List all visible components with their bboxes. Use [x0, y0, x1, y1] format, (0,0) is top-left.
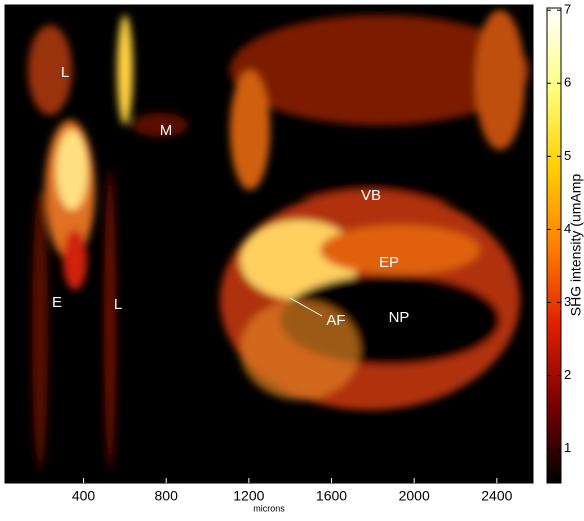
- annotation: AF: [326, 312, 345, 329]
- colorbar-tick-label: 5: [564, 148, 571, 163]
- annotation: EP: [379, 254, 399, 271]
- chart: microns SHG intensity (umAmp 40080012001…: [0, 0, 584, 516]
- x-tick-label: 1200: [233, 488, 264, 504]
- colorbar-tick-label: 6: [564, 75, 571, 90]
- x-tick-label: 2000: [399, 488, 430, 504]
- x-tick-label: 400: [72, 488, 96, 504]
- x-tick-label: 2400: [481, 488, 512, 504]
- x-tick-label: 800: [155, 488, 179, 504]
- x-tick-label: 1600: [316, 488, 347, 504]
- annotation: E: [52, 294, 62, 311]
- colorbar-tick-label: 2: [564, 367, 571, 382]
- colorbar: [547, 8, 561, 483]
- annotation: L: [114, 296, 122, 313]
- annotation: VB: [361, 187, 381, 204]
- colorbar-tick-label: 3: [564, 294, 571, 309]
- annotation: M: [160, 122, 173, 139]
- annotation: L: [61, 64, 69, 81]
- x-axis-label: microns: [253, 503, 285, 513]
- colorbar-tick-label: 4: [564, 221, 571, 236]
- annotation: NP: [389, 309, 410, 326]
- colorbar-tick-label: 7: [564, 2, 571, 17]
- colorbar-tick-label: 1: [564, 440, 571, 455]
